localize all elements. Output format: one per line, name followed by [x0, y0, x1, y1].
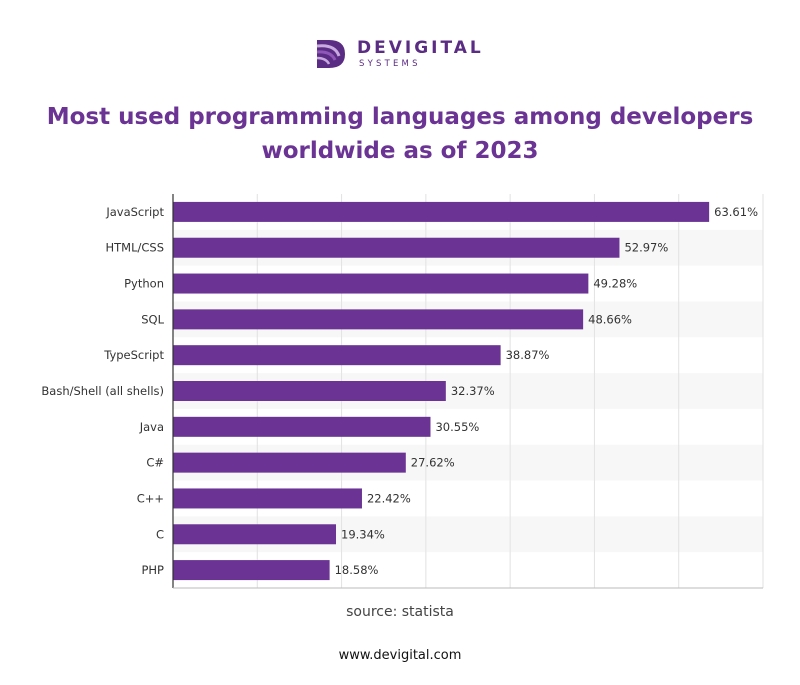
value-label: 52.97%: [624, 241, 668, 255]
bar: [173, 452, 406, 473]
value-label: 27.62%: [411, 456, 455, 470]
brand-logo: DEVIGITAL SYSTEMS: [313, 36, 484, 72]
value-label: 30.55%: [435, 420, 479, 434]
value-label: 38.87%: [506, 348, 550, 362]
category-label: TypeScript: [103, 348, 164, 362]
bar: [173, 524, 337, 545]
website-url[interactable]: www.devigital.com: [338, 648, 462, 663]
value-label: 63.61%: [714, 205, 758, 219]
category-label: SQL: [141, 312, 164, 326]
brand-subtitle: SYSTEMS: [359, 58, 421, 69]
bar: [173, 416, 431, 437]
bar: [173, 345, 501, 366]
bar: [173, 488, 362, 509]
brand-name: DEVIGITAL: [357, 37, 484, 58]
value-label: 19.34%: [341, 527, 385, 541]
category-label: C#: [146, 456, 164, 470]
devigital-logo-icon: [316, 40, 345, 68]
bar: [173, 237, 620, 258]
chart-title-line-1: Most used programming languages among de…: [46, 104, 754, 130]
value-label: 32.37%: [451, 384, 495, 398]
bar: [173, 309, 584, 330]
category-label: C++: [137, 491, 164, 505]
category-label: PHP: [141, 563, 164, 577]
value-label: 18.58%: [335, 563, 379, 577]
bar: [173, 273, 589, 294]
bar: [173, 201, 710, 222]
source-note: source: statista: [346, 604, 454, 620]
chart-title: Most used programming languages among de…: [0, 100, 800, 168]
value-label: 49.28%: [593, 277, 637, 291]
category-label: JavaScript: [105, 205, 164, 219]
category-label: Java: [139, 420, 164, 434]
value-label: 22.42%: [367, 491, 411, 505]
chart-title-line-2: worldwide as of 2023: [261, 138, 539, 164]
category-label: Python: [124, 277, 164, 291]
value-label: 48.66%: [588, 312, 632, 326]
category-label: HTML/CSS: [105, 241, 164, 255]
category-label: C: [156, 527, 164, 541]
bar: [173, 381, 446, 401]
bar-chart: JavaScript 63.61% HTML/CSS 52.97% Python 49.2…: [41, 194, 764, 589]
category-label: Bash/Shell (all shells): [41, 384, 164, 398]
bar: [173, 560, 330, 581]
